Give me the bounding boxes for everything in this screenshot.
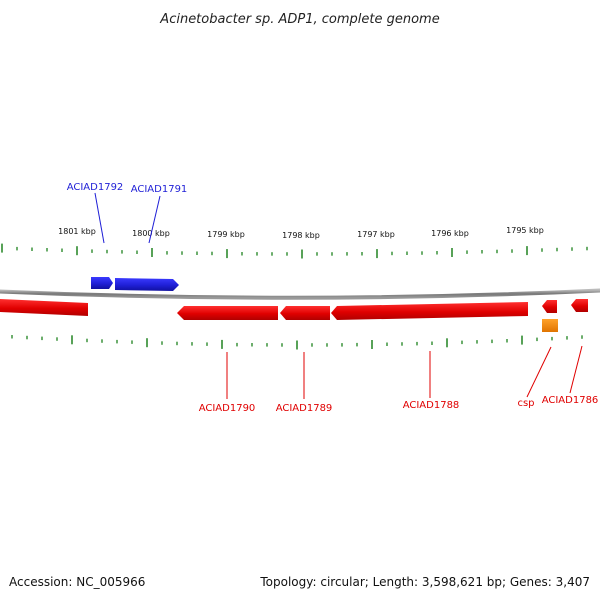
gene-aciad1790[interactable] [177, 306, 278, 320]
label-aciad1791: ACIAD1791 [131, 184, 188, 195]
scale-label-1799: 1799 kbp [207, 230, 245, 239]
label-leaders [94, 192, 583, 399]
scale-label-1795: 1795 kbp [506, 226, 544, 235]
gene-aciad1788[interactable] [331, 302, 528, 320]
scale-label-1798: 1798 kbp [282, 231, 320, 240]
lower-scale-ticks [11, 335, 583, 350]
genome-summary-text: Topology: circular; Length: 3,598,621 bp… [259, 575, 590, 589]
label-aciad1786: ACIAD1786 [542, 395, 599, 406]
label-aciad1788: ACIAD1788 [403, 400, 460, 411]
accession-text: Accession: NC_005966 [9, 575, 145, 589]
gene-left-partial[interactable] [0, 299, 88, 316]
leader-aciad1791 [148, 195, 161, 244]
gene-aciad1789[interactable] [280, 306, 330, 320]
reverse-strand-genes [0, 299, 588, 320]
label-csp: csp [517, 398, 534, 409]
label-aciad1792: ACIAD1792 [67, 182, 124, 193]
scale-label-1801: 1801 kbp [58, 227, 96, 236]
scale-label-1796: 1796 kbp [431, 229, 469, 238]
gene-aciad1792[interactable] [91, 277, 113, 289]
forward-strand-genes [91, 277, 179, 291]
scale-label-1797: 1797 kbp [357, 230, 395, 239]
rna-gene[interactable] [542, 319, 558, 332]
upper-scale-ticks [1, 243, 588, 259]
leader-aciad1792 [94, 192, 105, 244]
label-aciad1790: ACIAD1790 [199, 403, 256, 414]
map-title: Acinetobacter sp. ADP1, complete genome [159, 12, 439, 27]
gene-aciad1791[interactable] [115, 278, 179, 291]
leader-aciad1786 [569, 345, 583, 394]
label-aciad1789: ACIAD1789 [276, 403, 333, 414]
gene-labels: ACIAD1792 ACIAD1791 ACIAD1790 ACIAD1789 … [67, 182, 599, 414]
scale-labels: 1801 kbp 1800 kbp 1799 kbp 1798 kbp 1797… [58, 226, 544, 240]
gene-aciad1786[interactable] [571, 299, 588, 312]
leader-csp [526, 346, 552, 398]
chromosome-backbone [0, 288, 600, 300]
gene-csp[interactable] [542, 300, 557, 313]
